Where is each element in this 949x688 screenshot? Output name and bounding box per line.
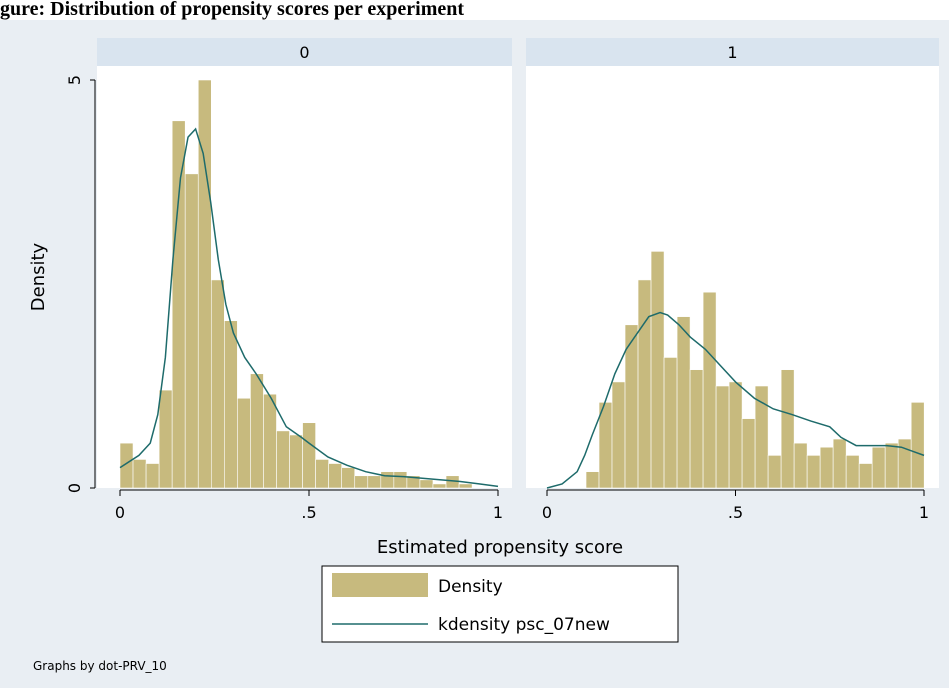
histogram-bar-1-18: [819, 446, 834, 489]
histogram-bar-1-17: [806, 455, 821, 489]
histogram-bar-0-17: [341, 467, 356, 489]
histogram-bar-0-1: [132, 459, 147, 489]
histogram-bar-0-8: [224, 320, 238, 489]
legend-label-density: Density: [438, 577, 503, 597]
histogram-bar-0-14: [302, 422, 316, 489]
kde-line-1: [546, 311, 925, 489]
x-axis-1: 0 .5 1: [542, 489, 929, 522]
by-variable-note: Graphs by dot-PRV_10: [33, 659, 167, 673]
histogram-bar-0-6: [197, 79, 212, 489]
histogram-bar-1-6: [663, 357, 678, 489]
histogram-bar-1-15: [780, 369, 795, 489]
histogram-bar-1-25: [910, 402, 925, 489]
panel-0: 0: [97, 38, 512, 489]
panel-strip-1: [526, 38, 939, 66]
histogram-bar-1-23: [884, 442, 899, 489]
histogram-bar-1-16: [793, 442, 808, 489]
histogram-bar-0-15: [315, 459, 329, 489]
histogram-bars-0: [119, 79, 473, 489]
y-axis: 0 5 Density: [28, 75, 96, 493]
histogram-bar-0-4: [171, 120, 186, 489]
x-tick-label-1-0: 0: [542, 503, 552, 522]
legend-label-kdensity: kdensity psc_07new: [438, 615, 610, 635]
x-axis-0: 0 .5 1: [115, 489, 503, 522]
histogram-bar-0-16: [328, 463, 343, 489]
histogram-bar-0-20: [380, 471, 395, 489]
histogram-bar-1-0: [585, 471, 600, 489]
histogram-bar-1-4: [637, 279, 652, 489]
x-tick-label-0-2: 1: [493, 503, 503, 522]
histogram-bar-0-10: [250, 373, 264, 489]
histogram-bar-1-5: [650, 251, 665, 489]
x-tick-label-0-1: .5: [301, 503, 316, 522]
panel-label-0: 0: [299, 43, 309, 62]
histogram-bar-0-13: [289, 434, 303, 489]
x-axis-title: Estimated propensity score: [377, 537, 623, 558]
histogram-bar-0-11: [263, 393, 277, 489]
histogram-bar-1-7: [676, 316, 691, 489]
histogram-bar-1-2: [611, 381, 626, 489]
kde-line-0: [119, 127, 499, 488]
histogram-bar-0-5: [184, 173, 199, 489]
histogram-bar-0-18: [354, 475, 369, 489]
histogram-bar-0-3: [158, 389, 173, 489]
histogram-bar-0-23: [419, 479, 434, 489]
panel-1: 1: [526, 38, 939, 489]
histogram-bar-0-12: [276, 430, 290, 489]
histogram-bar-0-2: [145, 463, 160, 489]
histogram-bar-1-9: [702, 291, 717, 489]
histogram-bars-1: [585, 251, 925, 489]
histogram-bar-1-20: [845, 455, 860, 489]
y-tick-label-0: 0: [65, 483, 84, 493]
y-tick-label-5: 5: [65, 75, 84, 85]
legend-swatch-density: [332, 573, 428, 597]
y-axis-title: Density: [28, 242, 49, 311]
figure-title: gure: Distribution of propensity scores …: [0, 0, 464, 20]
histogram-bar-1-22: [871, 446, 886, 489]
histogram-bar-1-10: [715, 385, 730, 489]
histogram-bar-1-11: [728, 381, 743, 489]
x-tick-label-1-1: .5: [728, 503, 743, 522]
panel-strip-0: [97, 38, 512, 66]
histogram-bar-1-8: [689, 369, 704, 489]
legend: Density kdensity psc_07new: [321, 565, 679, 643]
histogram-bar-1-1: [598, 402, 613, 489]
histogram-bar-0-19: [367, 475, 382, 489]
histogram-bar-1-21: [858, 463, 873, 489]
histogram-bar-0-7: [210, 279, 225, 489]
histogram-bar-0-21: [393, 471, 408, 489]
histogram-bar-0-9: [237, 397, 251, 489]
x-tick-label-1-2: 1: [919, 503, 929, 522]
histogram-bar-1-19: [832, 438, 847, 489]
panel-label-1: 1: [727, 43, 737, 62]
histogram-bar-0-24: [432, 483, 447, 489]
histogram-bar-0-26: [458, 483, 473, 489]
histogram-bar-1-13: [754, 385, 769, 489]
histogram-bar-1-12: [741, 418, 756, 489]
x-tick-label-0-0: 0: [115, 503, 125, 522]
histogram-bar-1-14: [767, 455, 782, 489]
